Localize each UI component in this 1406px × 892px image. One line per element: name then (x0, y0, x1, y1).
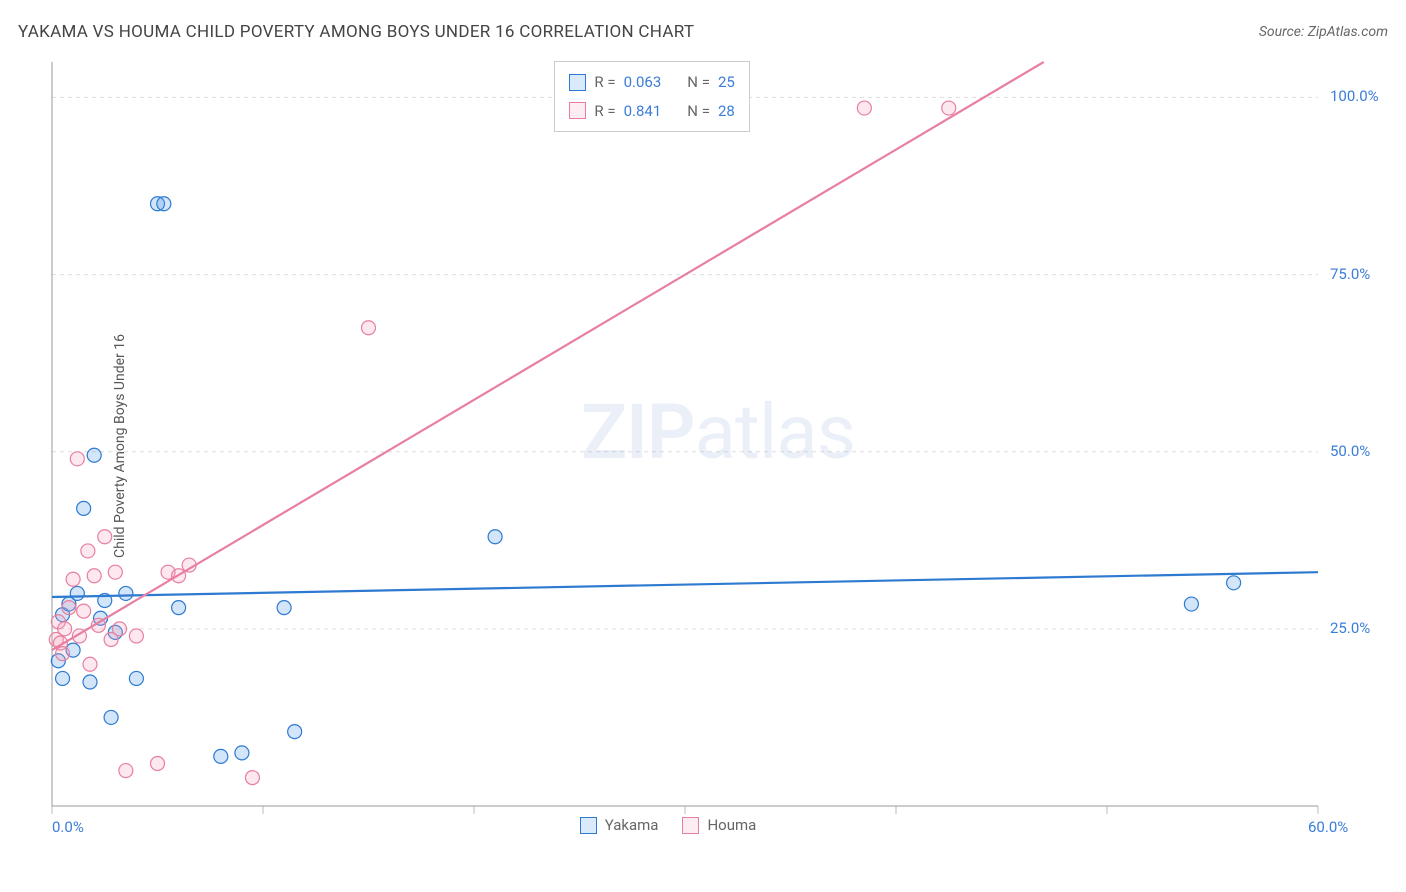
x-tick-label: 60.0% (1308, 818, 1348, 836)
stats-legend-box: R = 0.063 N = 25 R = 0.841 N = 28 (554, 61, 749, 132)
series-swatch (569, 74, 586, 91)
stat-r-label: R = (594, 97, 615, 126)
chart-area: ZIPatlas R = 0.063N = 25R = 0.841N = 28 … (48, 58, 1388, 838)
y-tick-label: 50.0% (1330, 442, 1370, 460)
source-label: Source: ZipAtlas.com (1259, 24, 1388, 40)
series-swatch (682, 817, 699, 834)
stat-n-value: 28 (718, 97, 735, 126)
y-tick-label: 75.0% (1330, 265, 1370, 283)
stat-r-label: R = (594, 68, 615, 97)
x-tick-label: 0.0% (52, 818, 84, 836)
y-tick-label: 25.0% (1330, 619, 1370, 637)
stat-r-value: 0.063 (624, 68, 662, 97)
legend-label: Houma (707, 816, 756, 834)
y-tick-label: 100.0% (1330, 87, 1379, 105)
chart-svg (48, 58, 1388, 838)
series-swatch (580, 817, 597, 834)
stat-n-value: 25 (718, 68, 735, 97)
stats-row: R = 0.063 N = 25 (569, 68, 734, 97)
series-legend: Yakama Houma (580, 816, 757, 834)
stat-n-label: N = (687, 97, 710, 126)
legend-item: Houma (682, 816, 756, 834)
stat-n-label: N = (687, 68, 710, 97)
chart-title: YAKAMA VS HOUMA CHILD POVERTY AMONG BOYS… (18, 22, 694, 42)
stats-row: R = 0.841 N = 28 (569, 97, 734, 126)
series-swatch (569, 102, 586, 119)
legend-item: Yakama (580, 816, 659, 834)
stat-r-value: 0.841 (624, 97, 662, 126)
legend-label: Yakama (605, 816, 659, 834)
